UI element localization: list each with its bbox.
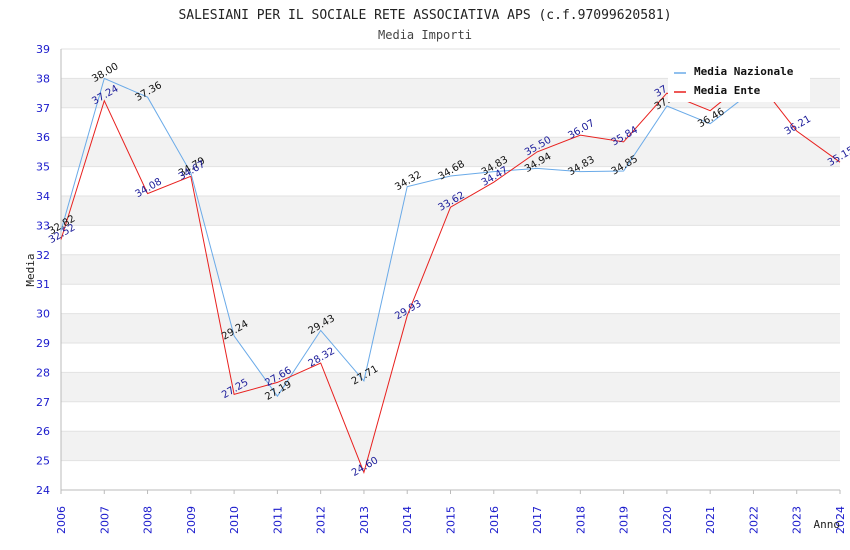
x-tick-label: 2022 (747, 506, 760, 534)
y-tick-label: 33 (36, 219, 50, 232)
y-tick-label: 30 (36, 308, 50, 321)
legend-label-ente: Media Ente (694, 84, 761, 97)
grid-band (61, 196, 840, 226)
x-tick-label: 2024 (834, 506, 847, 534)
y-axis-label: Media (24, 253, 37, 286)
x-tick-label: 2014 (401, 506, 414, 534)
y-tick-label: 37 (36, 102, 50, 115)
x-axis-label: Anno (814, 518, 841, 531)
chart-subtitle: Media Importi (378, 28, 472, 42)
x-tick-label: 2020 (661, 506, 674, 534)
x-tick-label: 2021 (704, 506, 717, 534)
y-tick-label: 35 (36, 161, 50, 174)
x-tick-label: 2017 (531, 506, 544, 534)
x-tick-label: 2018 (574, 506, 587, 534)
y-tick-label: 32 (36, 249, 50, 262)
y-tick-label: 28 (36, 366, 50, 379)
y-tick-label: 36 (36, 131, 50, 144)
legend-label-nazionale: Media Nazionale (694, 65, 794, 78)
series-lines (60, 74, 841, 474)
x-tick-label: 2010 (228, 506, 241, 534)
x-tick-label: 2011 (271, 506, 284, 534)
y-tick-label: 26 (36, 425, 50, 438)
series-line-ente (60, 74, 841, 474)
x-tick-label: 2013 (358, 506, 371, 534)
x-tick-label: 2006 (55, 506, 68, 534)
grid-bands (61, 48, 840, 491)
grid-band (61, 137, 840, 167)
x-tick-label: 2008 (142, 506, 155, 534)
x-tick-label: 2023 (791, 506, 804, 534)
x-tick-label: 2012 (315, 506, 328, 534)
y-tick-label: 25 (36, 455, 50, 468)
legend: Media Nazionale Media Ente (668, 60, 810, 102)
x-tick-label: 2009 (185, 506, 198, 534)
series-line-nazionale (60, 77, 754, 398)
x-tick-label: 2007 (98, 506, 111, 534)
data-label: 36.21 (783, 114, 813, 138)
data-label: 34.32 (393, 169, 423, 193)
chart-title: SALESIANI PER IL SOCIALE RETE ASSOCIATIV… (178, 8, 671, 23)
grid-band (61, 372, 840, 402)
x-tick-label: 2016 (488, 506, 501, 534)
y-tick-label: 24 (36, 484, 50, 497)
y-tick-label: 38 (36, 72, 50, 85)
x-tick-label: 2015 (445, 506, 458, 534)
y-tick-label: 31 (36, 278, 50, 291)
axes: 24 25 26 27 28 29 30 31 32 33 34 35 36 37 38 39 2006 2007… (36, 43, 847, 534)
y-tick-label: 27 (36, 396, 50, 409)
grid-band (61, 313, 840, 343)
y-tick-label: 39 (36, 43, 50, 56)
x-tick-label: 2019 (618, 506, 631, 534)
grid-band (61, 431, 840, 461)
legend-box (668, 60, 810, 102)
grid-band (61, 254, 840, 285)
y-tick-label: 29 (36, 337, 50, 350)
y-tick-label: 34 (36, 190, 50, 203)
